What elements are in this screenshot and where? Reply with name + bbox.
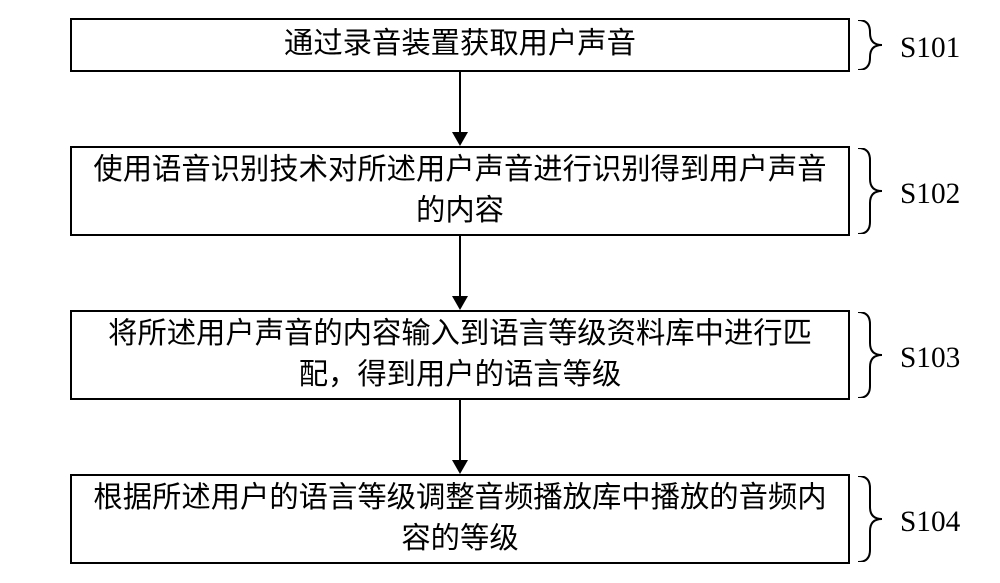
- brace-icon: [852, 20, 886, 70]
- arrow-head-icon: [452, 460, 468, 474]
- arrow-line: [459, 72, 461, 132]
- brace-icon: [852, 148, 886, 234]
- brace-icon: [852, 476, 886, 562]
- flowchart-node-s103: 将所述用户声音的内容输入到语言等级资料库中进行匹配，得到用户的语言等级: [70, 310, 850, 400]
- brace-icon: [852, 312, 886, 398]
- arrow-line: [459, 236, 461, 296]
- step-label-s104: S104: [900, 506, 960, 539]
- step-label-s103: S103: [900, 342, 960, 375]
- arrow-head-icon: [452, 132, 468, 146]
- flowchart-canvas: 通过录音装置获取用户声音使用语音识别技术对所述用户声音进行识别得到用户声音的内容…: [0, 0, 1000, 583]
- flowchart-node-s102: 使用语音识别技术对所述用户声音进行识别得到用户声音的内容: [70, 146, 850, 236]
- flowchart-node-text: 根据所述用户的语言等级调整音频播放库中播放的音频内容的等级: [82, 478, 838, 560]
- flowchart-node-text: 将所述用户声音的内容输入到语言等级资料库中进行匹配，得到用户的语言等级: [82, 314, 838, 396]
- arrow-line: [459, 400, 461, 460]
- arrow-head-icon: [452, 296, 468, 310]
- flowchart-node-s101: 通过录音装置获取用户声音: [70, 18, 850, 72]
- step-label-s102: S102: [900, 178, 960, 211]
- flowchart-node-text: 使用语音识别技术对所述用户声音进行识别得到用户声音的内容: [82, 150, 838, 232]
- flowchart-node-s104: 根据所述用户的语言等级调整音频播放库中播放的音频内容的等级: [70, 474, 850, 564]
- flowchart-node-text: 通过录音装置获取用户声音: [284, 24, 636, 65]
- step-label-s101: S101: [900, 32, 960, 65]
